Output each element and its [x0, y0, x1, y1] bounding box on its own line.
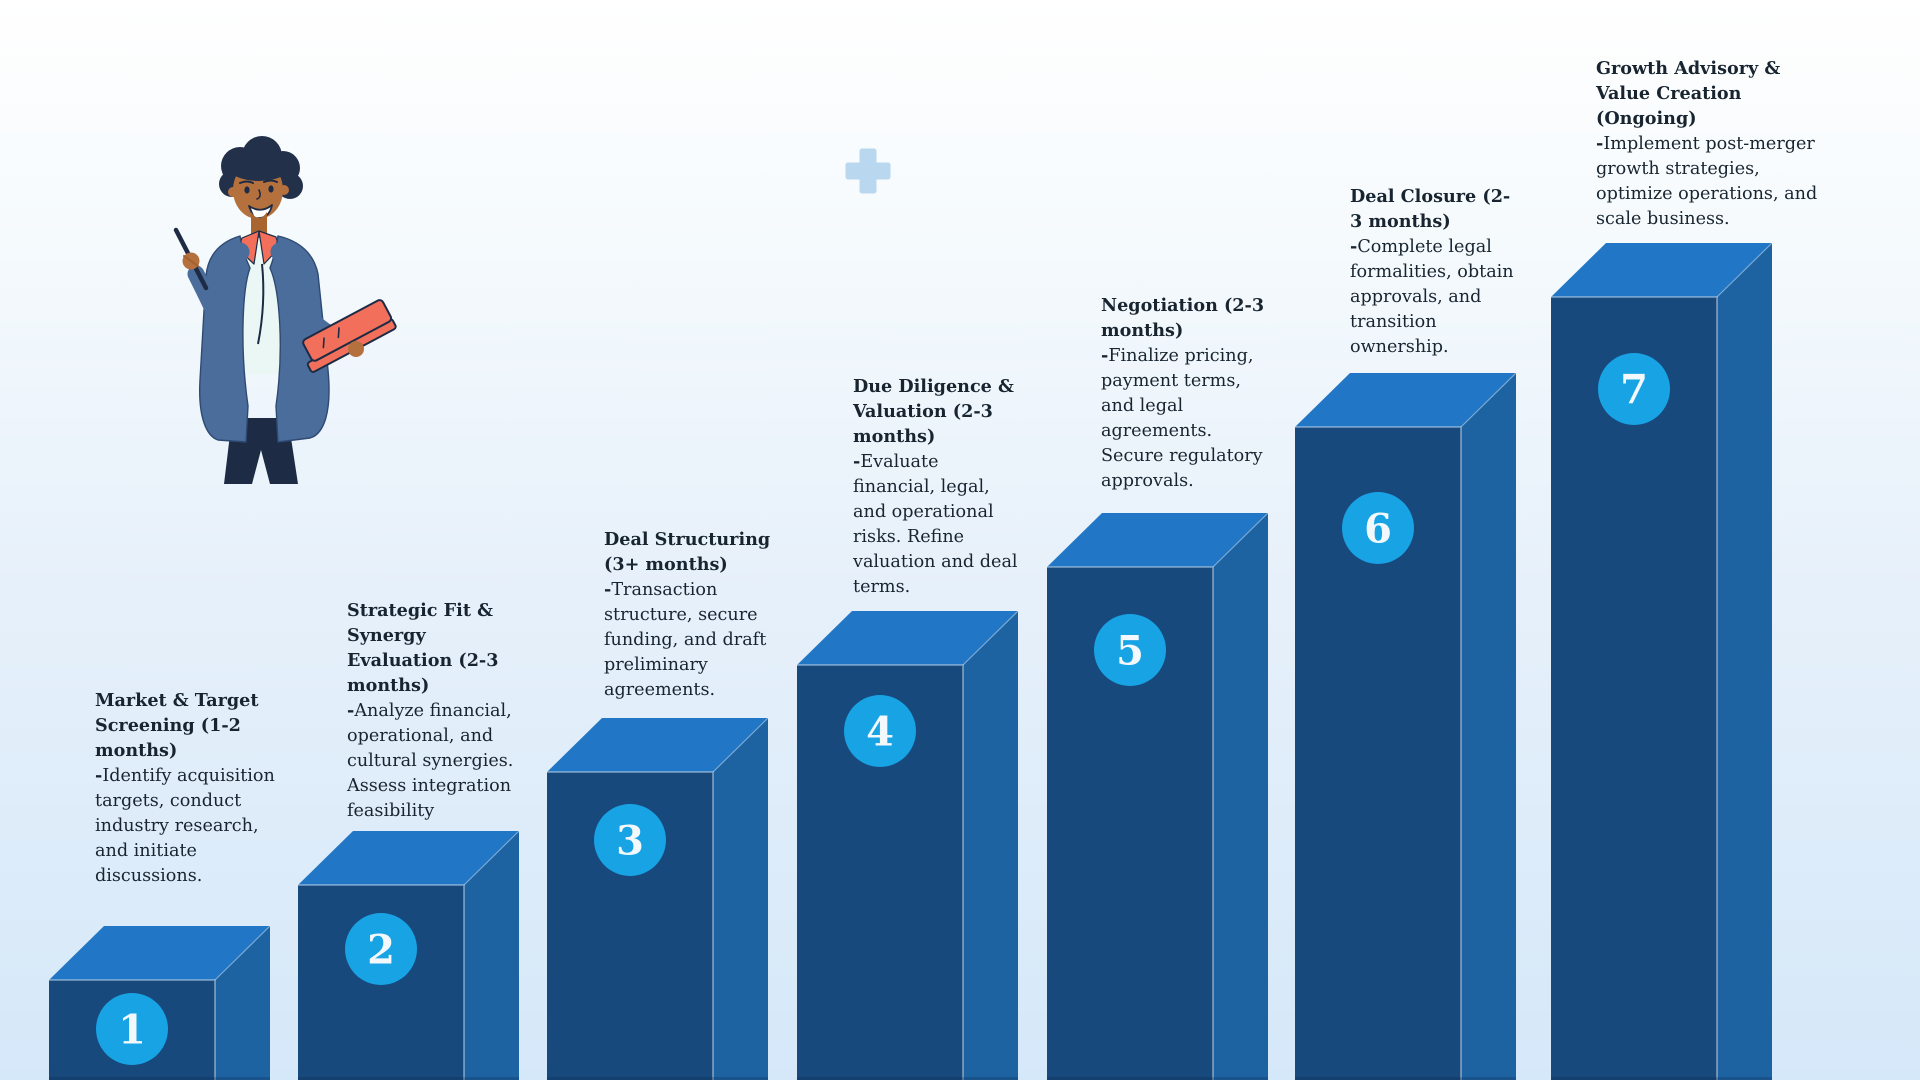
- step-7-text: Growth Advisory & Value Creation (Ongoin…: [1596, 56, 1828, 232]
- step-title: Negotiation (2-3 months): [1101, 295, 1265, 341]
- step-number: 1: [118, 1007, 146, 1054]
- step-6-bar: 6: [1295, 373, 1517, 1080]
- step-2-text: Strategic Fit & Synergy Evaluation (2-3 …: [347, 598, 525, 824]
- step-description: -Identify acquisition targets, conduct i…: [95, 765, 275, 886]
- step-title: Deal Closure (2-3 months): [1350, 186, 1511, 232]
- step-title: Deal Structuring (3+ months): [604, 529, 771, 575]
- step-number-badge: [1342, 492, 1414, 564]
- step-3-text: Deal Structuring (3+ months) -Transactio…: [604, 527, 776, 703]
- step-number: 5: [1116, 628, 1144, 675]
- step-number-badge: [1094, 614, 1166, 686]
- step-4-bar: 4: [797, 611, 1019, 1080]
- step-title: Market & Target Screening (1-2 months): [95, 690, 259, 761]
- step-number-badge: [96, 993, 168, 1065]
- step-description: -Transaction structure, secure funding, …: [604, 579, 767, 700]
- person-left-arm-with-book: [270, 242, 397, 373]
- person-head: [228, 153, 290, 220]
- step-7-bar: 7: [1551, 243, 1773, 1080]
- person-right-arm-with-pen: [173, 227, 250, 334]
- step-number: 3: [616, 818, 644, 865]
- step-description: -Finalize pricing, payment terms, and le…: [1101, 345, 1263, 491]
- step-description: -Complete legal formalities, obtain appr…: [1350, 236, 1514, 357]
- step-3-bar: 3: [547, 718, 769, 1080]
- person-placket-line: [257, 263, 265, 345]
- step-title: Strategic Fit & Synergy Evaluation (2-3 …: [347, 600, 499, 696]
- step-6-text: Deal Closure (2-3 months) -Complete lega…: [1350, 184, 1520, 360]
- person-blazer: [198, 235, 330, 443]
- step-number-badge: [844, 695, 916, 767]
- plus-icon: [845, 148, 891, 194]
- step-number-badge: [345, 913, 417, 985]
- step-title: Growth Advisory & Value Creation (Ongoin…: [1596, 58, 1781, 129]
- step-2-bar: 2: [298, 831, 520, 1080]
- step-1-bar: 1: [49, 926, 271, 1080]
- step-5-bar: 5: [1047, 513, 1269, 1080]
- step-number-badge: [1598, 353, 1670, 425]
- step-description: -Implement post-merger growth strategies…: [1596, 133, 1818, 229]
- step-description: -Analyze financial, operational, and cul…: [347, 700, 514, 821]
- step-5-text: Negotiation (2-3 months) -Finalize prici…: [1101, 293, 1269, 494]
- step-number: 2: [367, 927, 395, 974]
- step-number: 6: [1364, 506, 1392, 553]
- step-number: 7: [1620, 367, 1648, 414]
- step-number-badge: [594, 804, 666, 876]
- step-4-text: Due Diligence & Valuation (2-3 months) -…: [853, 374, 1021, 600]
- businessman-illustration: [173, 136, 397, 484]
- step-title: Due Diligence & Valuation (2-3 months): [853, 376, 1014, 447]
- step-number: 4: [866, 709, 894, 756]
- step-description: -Evaluate financial, legal, and operatio…: [853, 451, 1018, 597]
- step-1-text: Market & Target Screening (1-2 months) -…: [95, 688, 277, 889]
